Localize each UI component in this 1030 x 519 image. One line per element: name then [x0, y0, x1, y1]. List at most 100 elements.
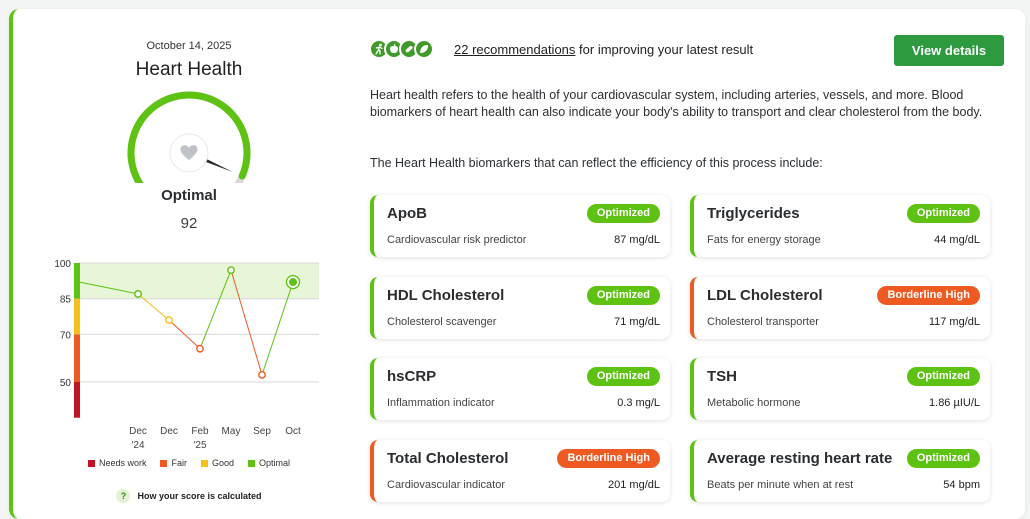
score-trend-chart: 100 85 70 50 Dec '24 Dec Feb '25 May Sep Oct — [54, 259, 319, 450]
recommendation-icons — [369, 39, 434, 59]
biomarker-card[interactable]: HDL Cholesterol Optimized Cholesterol scav… — [370, 277, 670, 339]
x-tick-label: Dec — [129, 426, 147, 437]
heart-health-card: October 14, 2025 Heart Health Optimal 92… — [9, 9, 1025, 519]
biomarker-name: LDL Cholesterol — [707, 287, 823, 304]
biomarker-description: Cholesterol transporter — [707, 316, 819, 328]
zone-bar-good — [74, 298, 80, 335]
legend-swatch — [160, 459, 168, 467]
x-tick-label: Sep — [253, 426, 271, 437]
legend-label: Needs work — [98, 458, 147, 468]
legend-item: Needs work — [87, 458, 147, 468]
x-tick-sublabel: '24 — [131, 440, 144, 450]
status-badge: Optimized — [586, 204, 660, 223]
score-gauge — [127, 91, 251, 183]
biomarker-description: Metabolic hormone — [707, 397, 801, 409]
zone-bar-fair — [74, 334, 80, 382]
status-badge: Optimized — [586, 367, 660, 386]
y-tick-label: 85 — [60, 295, 72, 306]
legend-swatch — [200, 459, 208, 467]
legend-item: Fair — [160, 458, 187, 468]
biomarker-description: Cholesterol scavenger — [387, 316, 497, 328]
category-title: Heart Health — [135, 59, 243, 80]
biomarker-name: HDL Cholesterol — [387, 287, 505, 304]
biomarker-description: Fats for energy storage — [707, 234, 821, 246]
how-score-label: How your score is calculated — [137, 491, 262, 501]
data-point — [165, 316, 173, 325]
recommendations-suffix: for improving your latest result — [579, 42, 754, 57]
biomarker-description: Cardiovascular risk predictor — [387, 234, 527, 246]
x-tick-sublabel: '25 — [193, 440, 206, 450]
biomarker-name: TSH — [707, 368, 737, 385]
score-status: Optimal — [161, 187, 217, 204]
biomarker-value: 54 bpm — [943, 479, 980, 491]
biomarker-value: 201 mg/dL — [608, 479, 660, 491]
recommendations-summary: 22 recommendations for improving your la… — [454, 42, 753, 57]
y-tick-label: 100 — [54, 259, 71, 270]
gauge-fill — [127, 91, 251, 183]
legend-swatch — [248, 459, 256, 467]
biomarker-description: Beats per minute when at rest — [707, 479, 854, 491]
biomarker-value: 44 mg/dL — [934, 234, 980, 246]
trend-segment — [78, 281, 139, 295]
recommendations-link[interactable]: 22 recommendations — [454, 42, 576, 57]
data-point — [196, 344, 204, 353]
x-tick-label: Feb — [191, 426, 209, 437]
biomarker-value: 71 mg/dL — [614, 316, 660, 328]
view-details-button[interactable]: View details — [894, 35, 1004, 66]
y-tick-label: 70 — [60, 330, 72, 341]
zone-bar-optimal — [74, 263, 80, 299]
data-point — [134, 290, 142, 298]
x-tick-label: May — [222, 426, 241, 437]
biomarker-card[interactable]: Total Cholesterol Borderline High Cardiova… — [370, 440, 670, 502]
status-badge: Optimized — [586, 286, 660, 305]
optimal-band — [79, 263, 319, 299]
legend-label: Good — [211, 458, 235, 468]
trend-segment — [199, 269, 232, 349]
status-badge: Optimized — [906, 204, 980, 223]
biomarker-card[interactable]: Average resting heart rate Optimized Beats… — [690, 440, 990, 502]
legend-swatch — [87, 459, 95, 467]
biomarker-value: 0.3 mg/L — [617, 397, 660, 409]
heart-icon — [180, 145, 198, 160]
status-badge: Optimized — [906, 449, 980, 468]
y-tick-label: 50 — [60, 378, 72, 389]
score-value: 92 — [180, 215, 198, 232]
trend-segment — [137, 293, 170, 321]
leaf-icon — [414, 39, 434, 59]
biomarker-value: 117 mg/dL — [928, 316, 980, 328]
biomarker-value: 87 mg/dL — [614, 234, 660, 246]
biomarker-name: Total Cholesterol — [387, 450, 509, 467]
trend-segment — [230, 269, 263, 376]
biomarker-name: ApoB — [387, 205, 427, 222]
biomarkers-intro: The Heart Health biomarkers that can ref… — [370, 156, 823, 170]
biomarker-name: Triglycerides — [707, 205, 800, 222]
result-date: October 14, 2025 — [146, 40, 232, 52]
zone-bar-needs-work — [74, 382, 80, 418]
status-badge: Optimized — [906, 367, 980, 386]
status-badge: Borderline High — [877, 286, 980, 305]
biomarker-card[interactable]: ApoB Optimized Cardiovascular risk predict… — [370, 195, 670, 257]
biomarker-card[interactable]: hsCRP Optimized Inflammation indicator 0.3 … — [370, 358, 670, 420]
x-tick-label: Dec — [160, 426, 178, 437]
help-icon: ? — [116, 489, 131, 503]
biomarker-card[interactable]: TSH Optimized Metabolic hormone 1.86 µIU/L — [690, 358, 990, 420]
legend-label: Optimal — [259, 458, 291, 468]
x-tick-label: Oct — [285, 426, 301, 437]
status-badge: Borderline High — [557, 449, 660, 468]
biomarker-description: Cardiovascular indicator — [387, 479, 505, 491]
legend-item: Optimal — [248, 458, 290, 468]
data-point — [258, 370, 266, 379]
how-score-link[interactable]: ? How your score is calculated — [13, 489, 365, 503]
trend-segment — [261, 281, 294, 376]
data-point — [227, 266, 235, 275]
legend-item: Good — [200, 458, 235, 468]
trend-segment — [168, 319, 201, 350]
biomarker-description: Inflammation indicator — [387, 397, 495, 409]
biomarker-name: hsCRP — [387, 368, 437, 385]
category-description: Heart health refers to the health of you… — [370, 88, 983, 119]
biomarker-card[interactable]: Triglycerides Optimized Fats for energy st… — [690, 195, 990, 257]
score-panel: October 14, 2025 Heart Health Optimal 92… — [13, 9, 365, 519]
legend-label: Fair — [171, 458, 187, 468]
biomarker-card[interactable]: LDL Cholesterol Borderline High Cholestero… — [690, 277, 990, 339]
chart-legend: Needs work Fair Good Optimal — [13, 458, 365, 468]
